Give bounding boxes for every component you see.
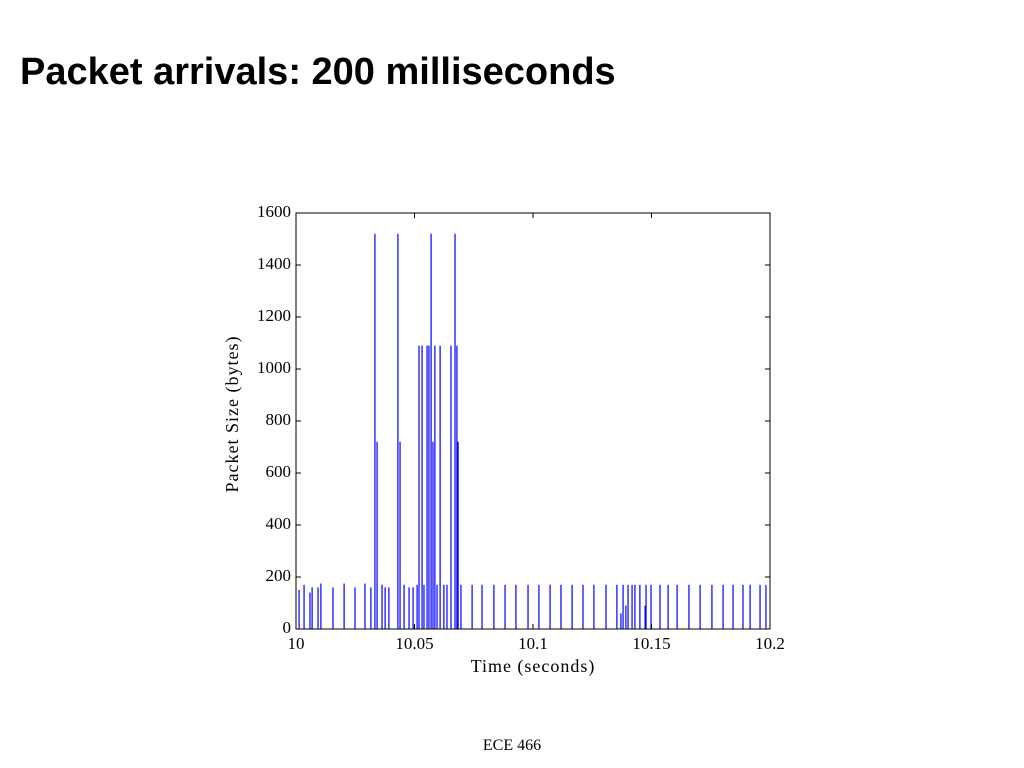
x-tick-label: 10.2 [755,634,785,653]
x-tick-label: 10.15 [632,634,670,653]
y-tick-label: 400 [266,514,292,533]
y-axis-label: Packet Size (bytes) [222,336,243,493]
x-tick-label: 10.1 [518,634,548,653]
y-tick-label: 1600 [257,202,291,221]
x-axis-label: Time (seconds) [471,656,596,677]
y-tick-label: 0 [283,618,292,637]
y-tick-label: 200 [266,566,292,585]
y-tick-label: 800 [266,410,292,429]
x-tick-label: 10 [288,634,305,653]
y-tick-label: 1400 [257,254,291,273]
x-tick-label: 10.05 [395,634,433,653]
y-tick-label: 1200 [257,306,291,325]
y-tick-label: 600 [266,462,292,481]
y-tick-label: 1000 [257,358,291,377]
plot-frame [295,212,771,630]
footer: ECE 466 [483,737,541,754]
slide-title: Packet arrivals: 200 milliseconds [20,51,616,93]
